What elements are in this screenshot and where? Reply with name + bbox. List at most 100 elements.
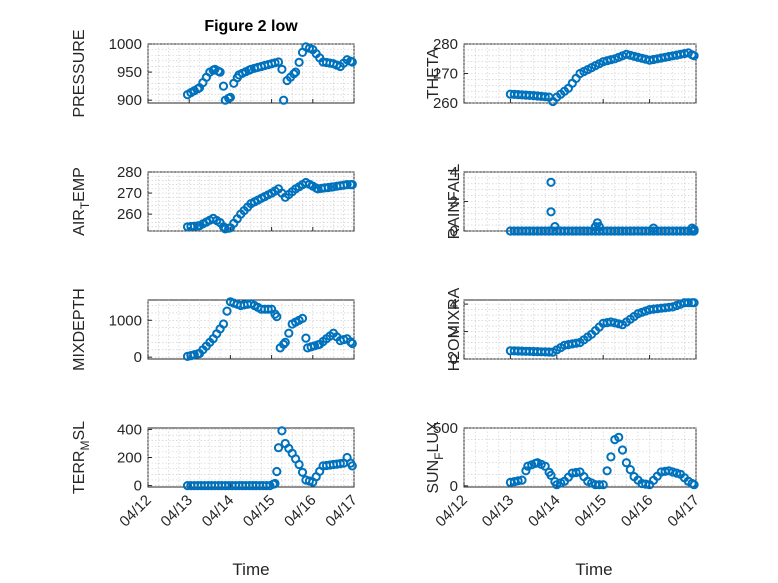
data-point <box>594 480 604 490</box>
data-point <box>342 180 352 190</box>
data-point <box>301 333 311 343</box>
data-point <box>668 467 678 477</box>
x-tick-label: 04/17 <box>322 492 361 531</box>
data-point <box>189 221 199 231</box>
y-axis-label: TERRMSL <box>71 421 92 494</box>
data-point <box>263 304 273 314</box>
y-axis-label: RAINFALL <box>446 164 463 240</box>
data-point <box>625 465 635 475</box>
data-point <box>598 480 608 490</box>
terr-msl-subplot: 04/12 04/13 04/14 04/15 04/16 04/17 0 200 400 TER… <box>71 421 361 531</box>
sun-flux-subplot: 04/12 04/13 04/14 04/15 04/16 04/17 0 500SUNFLU… <box>425 420 703 530</box>
x-tick-label: 04/12 <box>116 492 155 531</box>
y-tick-label: 0 <box>134 349 142 366</box>
x-tick-label: 04/12 <box>432 492 471 531</box>
data-point <box>284 328 294 338</box>
figure-title: Figure 2 low <box>204 18 298 35</box>
data-point <box>289 69 299 79</box>
data-point <box>225 92 235 103</box>
x-tick-label: 04/14 <box>199 492 238 531</box>
data-point <box>602 466 612 476</box>
x-axis-label-left: Time <box>232 560 269 579</box>
y-tick-label: 1000 <box>109 36 142 53</box>
data-point <box>279 339 289 349</box>
y-tick-label: 2 <box>450 194 458 211</box>
y-tick-label: 950 <box>117 64 142 81</box>
data-point <box>294 459 304 470</box>
data-point <box>270 478 280 489</box>
y-tick-label: 270 <box>117 185 142 202</box>
data-point <box>294 57 304 67</box>
data-point <box>279 95 289 105</box>
y-axis-label: THETA <box>425 48 442 100</box>
y-tick-label: 0 <box>134 478 142 495</box>
data-point <box>335 459 345 469</box>
data-point <box>689 224 699 235</box>
data-point <box>347 57 357 67</box>
data-point <box>517 475 527 485</box>
data-point <box>571 467 581 478</box>
data-point <box>346 337 356 347</box>
data-point <box>629 51 639 61</box>
data-point <box>218 319 229 329</box>
y-tick-label: 260 <box>433 95 458 112</box>
air-temp-subplot: 260 270 280 AIRTEMP <box>71 164 357 236</box>
y-axis-label: PRESSURE <box>71 29 88 117</box>
x-tick-label: 04/15 <box>571 492 610 531</box>
y-tick-label: 0 <box>450 351 458 368</box>
data-point <box>614 432 624 442</box>
data-point <box>546 470 556 480</box>
data-point <box>621 458 632 468</box>
x-tick-label: 04/15 <box>240 492 279 531</box>
data-point <box>606 55 616 65</box>
data-point <box>683 298 693 308</box>
y-tick-label: 200 <box>117 450 142 467</box>
x-axis-label-right: Time <box>575 560 612 579</box>
mixdepth-subplot: 0 1000 MIXDEPTH <box>71 288 357 371</box>
y-tick-label: 900 <box>117 92 142 109</box>
data-point <box>297 467 308 477</box>
data-point <box>347 461 357 471</box>
y-tick-label: 0 <box>450 223 458 240</box>
y-tick-label: 4 <box>450 164 458 181</box>
data-point <box>277 426 287 436</box>
y-axis-label: SUNFLUX <box>425 421 446 494</box>
data-point <box>544 347 554 357</box>
data-point <box>280 337 290 347</box>
pressure-subplot: 900 950 1000 PRESSURE <box>71 29 357 118</box>
data-point <box>641 479 651 489</box>
x-tick-label: 04/13 <box>157 492 196 531</box>
data-point <box>540 461 550 471</box>
y-tick-label: 280 <box>117 164 142 181</box>
data-point <box>277 64 287 74</box>
y-tick-label: 500 <box>433 420 458 437</box>
y-tick-label: 260 <box>117 206 142 223</box>
data-point <box>273 57 284 67</box>
x-tick-label: 04/16 <box>281 492 320 531</box>
data-point <box>218 81 229 91</box>
data-point <box>222 306 232 316</box>
data-point <box>689 51 699 61</box>
data-point <box>513 476 523 486</box>
y-tick-label: 1000 <box>109 312 142 329</box>
data-point <box>648 223 659 233</box>
data-point <box>215 67 225 77</box>
y-tick-label: 270 <box>433 66 458 83</box>
y-axis-label: H2OMIXRA <box>446 287 463 371</box>
y-tick-label: 4 <box>450 296 458 313</box>
y-tick-label: 280 <box>433 36 458 53</box>
data-point <box>272 466 282 477</box>
data-point <box>571 338 581 348</box>
data-point <box>689 298 699 308</box>
data-point <box>272 312 282 322</box>
data-point <box>594 222 604 232</box>
data-point <box>323 182 333 193</box>
data-point <box>273 443 284 453</box>
data-point <box>347 180 357 190</box>
x-tick-label: 04/14 <box>525 492 564 531</box>
y-tick-label: 400 <box>117 421 142 438</box>
